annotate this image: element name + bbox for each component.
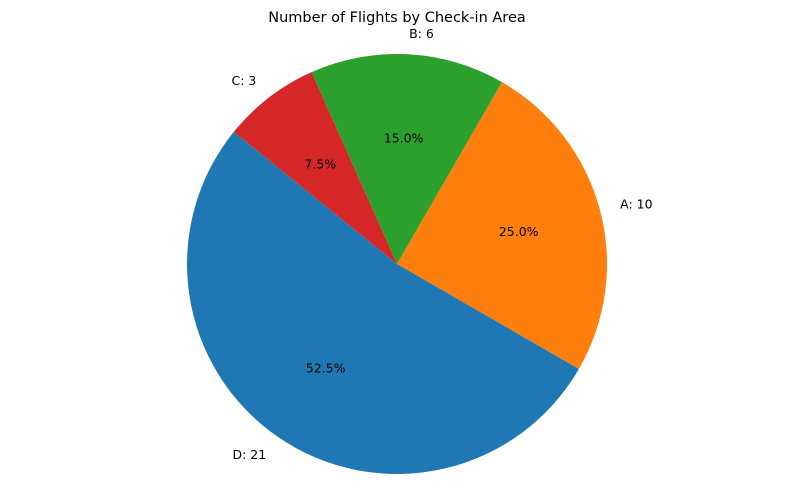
chart-title: Number of Flights by Check-in Area [268,10,526,26]
percent-label-d: 52.5% [306,360,346,375]
slice-label-a: A: 10 [620,197,652,212]
percent-label-a: 25.0% [499,224,539,239]
pie-slice-d [187,131,579,474]
pie-slice-a [397,82,608,369]
pie-slices [187,54,608,474]
percent-label-c: 7.5% [304,157,336,172]
slice-labels: A: 10 B: 6 C: 3 D: 21 [232,26,653,462]
percent-label-b: 15.0% [384,131,424,146]
slice-label-c: C: 3 [232,73,257,88]
percent-labels: 25.0% 15.0% 7.5% 52.5% [304,131,538,376]
slice-label-b: B: 6 [409,26,434,41]
pie-slice-b [311,54,502,265]
slice-label-d: D: 21 [232,447,266,462]
pie-slice-c [233,72,397,264]
